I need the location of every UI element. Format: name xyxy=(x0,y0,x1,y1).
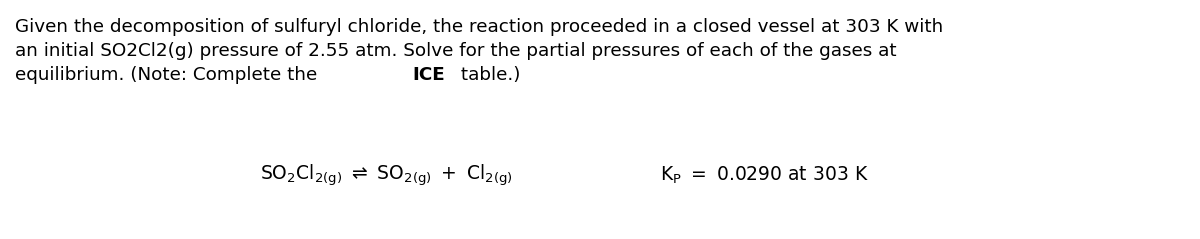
Text: ICE: ICE xyxy=(413,66,445,84)
Text: $\mathregular{SO_2Cl_{2(g)}\ \rightleftharpoons\ SO_{2(g)}\ +\ Cl_{2(g)}}$: $\mathregular{SO_2Cl_{2(g)}\ \rightlefth… xyxy=(260,162,512,188)
Text: equilibrium. (Note: Complete the: equilibrium. (Note: Complete the xyxy=(14,66,323,84)
Text: Given the decomposition of sulfuryl chloride, the reaction proceeded in a closed: Given the decomposition of sulfuryl chlo… xyxy=(14,18,943,36)
Text: table.): table.) xyxy=(455,66,521,84)
Text: $\mathregular{K_P\ =\ 0.0290\ at\ 303\ K}$: $\mathregular{K_P\ =\ 0.0290\ at\ 303\ K… xyxy=(660,164,869,186)
Text: an initial SO2Cl2(g) pressure of 2.55 atm. Solve for the partial pressures of ea: an initial SO2Cl2(g) pressure of 2.55 at… xyxy=(14,42,896,60)
